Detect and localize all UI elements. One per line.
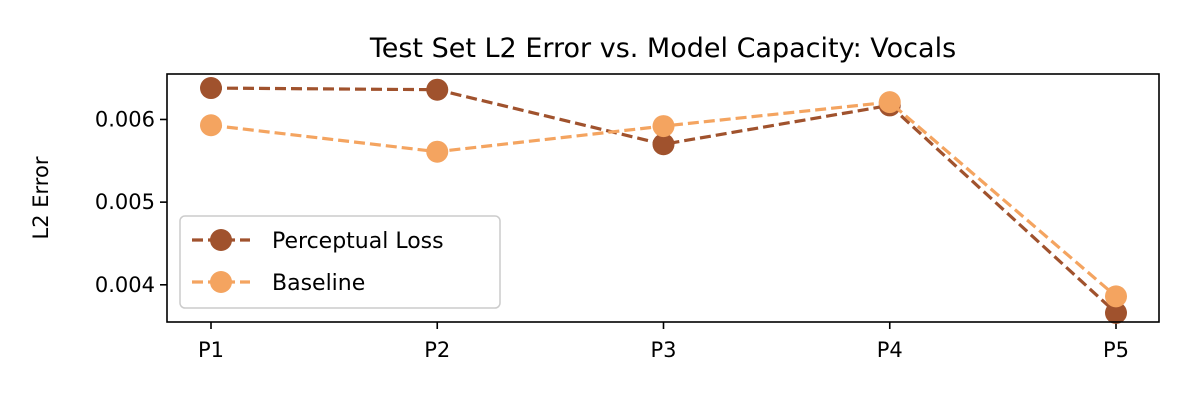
legend-swatch-marker	[210, 271, 232, 293]
data-point-baseline	[426, 140, 449, 163]
x-tick-label: P4	[877, 338, 903, 362]
x-tick-label: P3	[650, 338, 676, 362]
data-point-perceptual-loss	[200, 77, 222, 100]
y-axis-ticks: 0.004 0.005 0.006	[95, 107, 167, 297]
y-axis-label: L2 Error	[29, 156, 53, 239]
data-point-perceptual-loss	[426, 78, 449, 101]
x-tick-label: P2	[424, 338, 450, 362]
data-point-perceptual-loss	[652, 133, 675, 156]
series-baseline	[200, 91, 1127, 308]
data-point-perceptual-loss	[1105, 301, 1127, 324]
legend-items: Perceptual Loss Baseline	[192, 229, 444, 296]
legend-box	[179, 215, 501, 309]
legend-item-baseline: Baseline	[192, 271, 365, 296]
y-tick-label: 0.005	[95, 190, 155, 214]
data-point-baseline	[878, 91, 901, 114]
data-point-baseline	[1105, 285, 1127, 308]
plot-area-frame	[166, 73, 1160, 323]
data-point-baseline	[652, 115, 675, 138]
legend-item-perceptual-loss: Perceptual Loss	[192, 229, 444, 254]
legend-label: Baseline	[272, 271, 365, 296]
legend-swatch-marker	[210, 229, 232, 251]
legend: Perceptual Loss Baseline	[179, 215, 501, 309]
x-axis-ticks: P1 P2 P3 P4 P5	[198, 322, 1129, 362]
series-perceptual-loss	[200, 77, 1127, 324]
y-tick-label: 0.004	[95, 273, 155, 297]
x-tick-label: P1	[198, 338, 224, 362]
chart-title: Test Set L2 Error vs. Model Capacity: Vo…	[369, 33, 956, 64]
y-tick-label: 0.006	[95, 107, 155, 131]
legend-label: Perceptual Loss	[272, 229, 444, 254]
data-point-baseline	[200, 114, 222, 137]
series-layer	[200, 77, 1127, 324]
x-tick-label: P5	[1103, 338, 1129, 362]
